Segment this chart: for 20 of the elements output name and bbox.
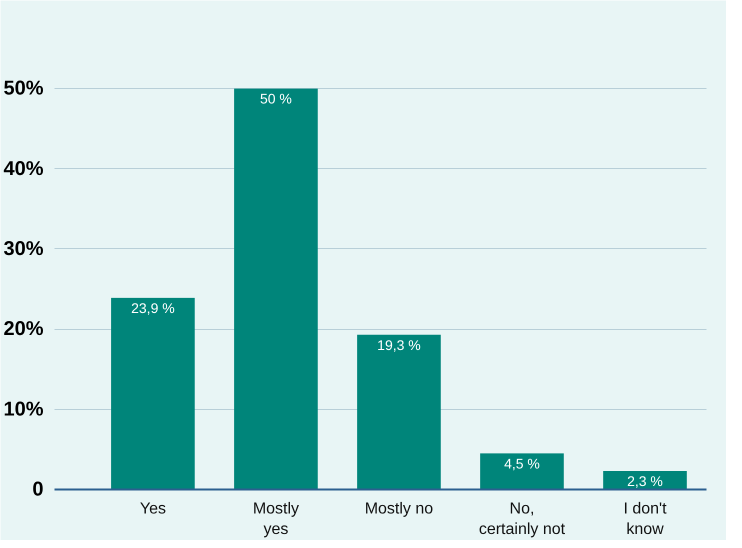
bar bbox=[357, 334, 441, 490]
data-label: 2,3 % bbox=[627, 473, 663, 490]
data-label: 50 % bbox=[260, 90, 292, 107]
x-tick-label: Mostly yes bbox=[252, 500, 300, 538]
data-label: 19,3 % bbox=[377, 336, 421, 353]
bar bbox=[234, 88, 318, 490]
x-tick-label: Mostly no bbox=[364, 500, 434, 518]
bar bbox=[111, 298, 195, 490]
x-tick-label: No, certainly not bbox=[478, 500, 566, 538]
y-tick-label: 30% bbox=[3, 238, 44, 260]
y-tick-label: 50% bbox=[3, 78, 44, 100]
data-label: 23,9 % bbox=[131, 300, 175, 316]
y-tick-label: 40% bbox=[3, 158, 44, 180]
data-label: 4,5 % bbox=[504, 455, 540, 472]
x-tick-label: I don't know bbox=[623, 500, 668, 538]
x-tick-label: Yes bbox=[140, 500, 166, 518]
y-tick-label: 10% bbox=[3, 398, 44, 420]
y-tick-label: 20% bbox=[3, 318, 44, 340]
bar bbox=[480, 453, 564, 490]
y-tick-label: 0 bbox=[32, 478, 44, 500]
